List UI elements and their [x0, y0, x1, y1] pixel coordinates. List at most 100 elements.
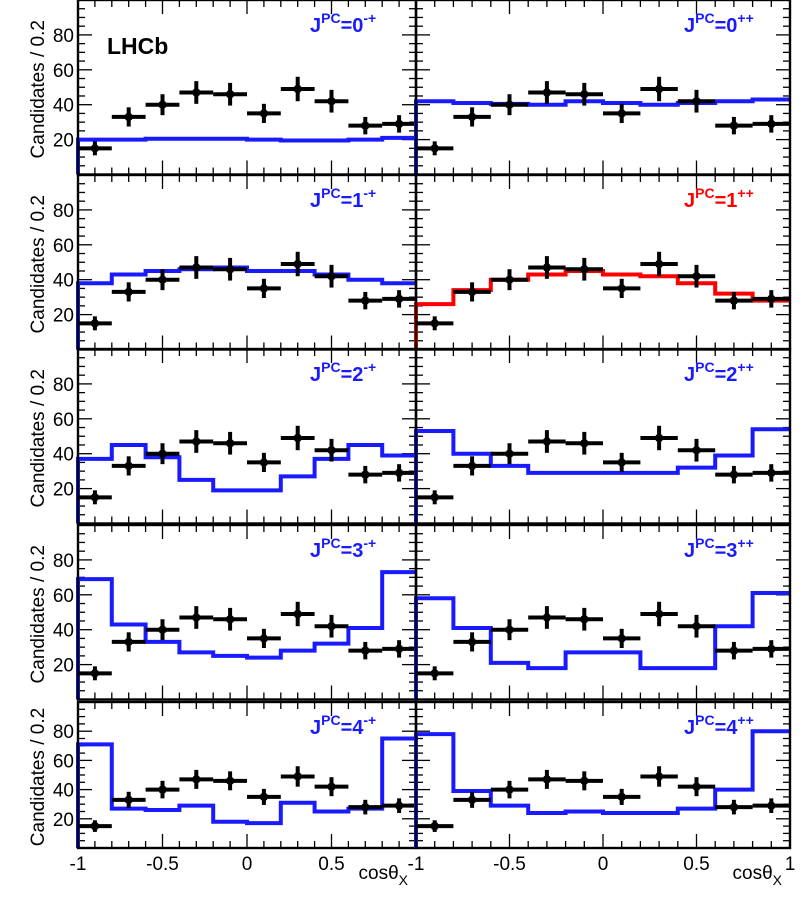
data-point-marker — [225, 265, 235, 274]
data-point — [490, 780, 529, 799]
data-point — [78, 316, 112, 331]
panel-2-1: JPC=2++ — [414, 347, 792, 525]
data-point — [490, 269, 529, 291]
data-point-marker — [225, 90, 235, 99]
panel-frame — [414, 700, 792, 850]
hypothesis-histogram — [76, 135, 416, 175]
data-point — [528, 430, 566, 453]
data-point — [111, 791, 146, 808]
data-point — [314, 614, 349, 638]
data-point-marker — [158, 275, 167, 284]
data-point — [382, 290, 416, 308]
data-point — [565, 257, 603, 281]
x-tick-label: 0.5 — [683, 854, 709, 875]
data-point — [213, 82, 247, 106]
data-point — [348, 641, 383, 660]
data-point — [603, 788, 641, 805]
jpc-label: JPC=0-+ — [310, 10, 376, 37]
data-point-marker — [327, 97, 336, 106]
data-point — [715, 641, 753, 660]
y-tick-label: 60 — [53, 586, 74, 607]
data-point — [247, 452, 281, 473]
data-point — [280, 425, 315, 451]
data-point — [280, 76, 315, 102]
data-point-marker — [124, 287, 133, 297]
data-point — [111, 456, 146, 476]
y-tick-label: 40 — [53, 445, 74, 466]
data-point-marker — [467, 795, 477, 805]
y-tick-label: 60 — [53, 61, 74, 82]
data-point — [145, 269, 180, 291]
data-point-marker — [430, 144, 439, 153]
data-point-marker — [259, 634, 269, 643]
data-point-marker — [542, 613, 552, 622]
data-point — [111, 632, 146, 652]
data-point-marker — [617, 458, 626, 467]
x-tick-label: -1 — [70, 854, 87, 875]
data-point — [677, 777, 716, 797]
data-point-marker — [467, 637, 477, 647]
y-tick-label: 60 — [53, 751, 74, 772]
x-axis-title: cosθX — [359, 863, 409, 888]
data-point — [640, 251, 678, 277]
data-point — [111, 107, 146, 127]
data-point — [640, 766, 678, 787]
data-point-marker — [158, 785, 167, 794]
data-point-marker — [692, 446, 701, 455]
data-point — [78, 490, 112, 505]
data-point-marker — [124, 461, 133, 471]
data-point-marker — [692, 97, 701, 106]
data-point-marker — [430, 493, 439, 502]
data-point — [280, 251, 315, 277]
y-tick-label: 20 — [53, 131, 74, 152]
data-point-marker — [467, 112, 477, 122]
data-point-marker — [654, 84, 664, 94]
data-point — [213, 607, 247, 631]
data-point — [247, 628, 281, 649]
data-point-marker — [467, 287, 477, 297]
data-point-marker — [729, 802, 739, 812]
data-point-marker — [327, 272, 336, 281]
data-point-marker — [124, 795, 133, 805]
jpc-label: JPC=2-+ — [310, 359, 376, 386]
y-tick-label: 80 — [53, 201, 74, 222]
data-point — [715, 465, 753, 484]
data-point-marker — [767, 119, 776, 129]
panel-4-1: JPC=4++ — [414, 700, 792, 850]
data-point-marker — [293, 259, 302, 269]
data-point — [280, 601, 315, 627]
data-point-marker — [505, 275, 514, 284]
data-point-marker — [361, 470, 370, 479]
data-point — [213, 257, 247, 281]
data-point-marker — [505, 100, 514, 109]
data-point-marker — [542, 88, 552, 97]
data-point-marker — [90, 493, 100, 502]
data-point-marker — [124, 637, 133, 647]
data-point-marker — [394, 468, 404, 478]
data-point — [640, 601, 678, 627]
data-point — [603, 278, 641, 299]
data-point — [382, 464, 416, 482]
panel-frame — [76, 0, 418, 176]
data-point — [145, 443, 180, 465]
y-axis-titles: Candidates / 0.2 Candidates / 0.2 Candidat… — [28, 20, 49, 846]
data-point — [213, 771, 247, 791]
data-point — [528, 81, 566, 104]
data-point — [715, 291, 753, 310]
y-tick-label: 40 — [53, 96, 74, 117]
data-point-marker — [729, 296, 739, 305]
jpc-label: JPC=1++ — [684, 185, 754, 212]
y-axis-title: Candidates / 0.2 — [28, 545, 49, 683]
data-point-marker — [617, 109, 626, 118]
data-point-marker — [542, 775, 552, 784]
jpc-label: JPC=0++ — [684, 10, 754, 37]
data-point — [314, 438, 349, 462]
y-tick-label: 80 — [53, 551, 74, 572]
data-point — [213, 431, 247, 455]
x-tick-label: -0.5 — [146, 854, 179, 875]
y-tick-label: 80 — [53, 375, 74, 396]
data-point-marker — [192, 263, 201, 272]
data-point-marker — [394, 119, 404, 129]
panel-grid: 20 40 60 80 JPC=0-+ JPC=0++ 20 40 60 80 JPC=1-+ JPC… — [53, 0, 792, 850]
y-axis-title: Candidates / 0.2 — [28, 369, 49, 507]
